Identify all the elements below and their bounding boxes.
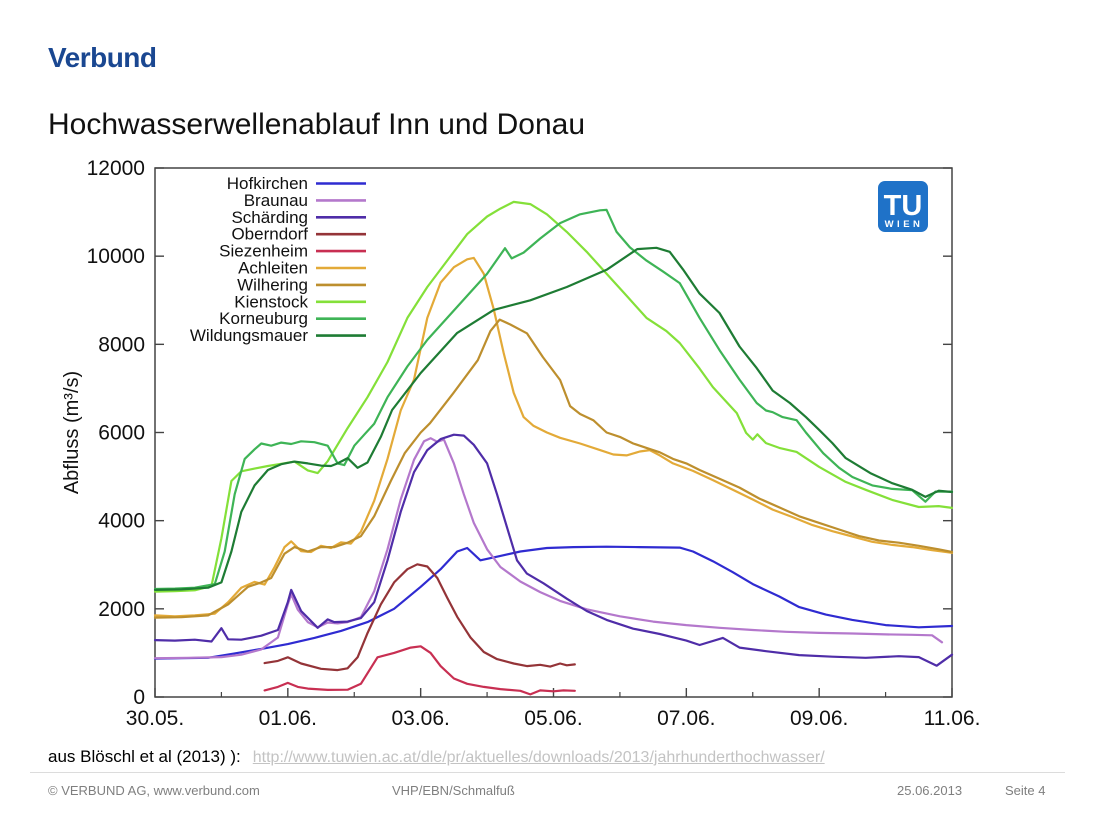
legend-item-schärding: Schärding bbox=[231, 208, 366, 227]
y-tick-label: 12000 bbox=[87, 157, 145, 180]
y-tick-label: 8000 bbox=[98, 333, 145, 356]
tu-wien-logo-wien: WIEN bbox=[885, 219, 924, 230]
x-tick-label: 07.06. bbox=[657, 707, 715, 730]
legend-item-braunau: Braunau bbox=[244, 191, 366, 210]
series-line-braunau bbox=[153, 437, 944, 660]
legend-label: Wilhering bbox=[237, 275, 308, 294]
x-tick-label: 11.06. bbox=[924, 707, 981, 730]
y-tick-label: 0 bbox=[133, 686, 145, 709]
series-line-korneuburg bbox=[153, 208, 954, 591]
x-tick-label: 03.06. bbox=[391, 707, 449, 730]
y-axis-label: Abfluss (m³/s) bbox=[61, 371, 83, 494]
series-line-oberndorf bbox=[263, 563, 576, 672]
legend-label: Wildungsmauer bbox=[190, 326, 308, 345]
series-line-schärding bbox=[153, 433, 954, 667]
legend-label: Hofkirchen bbox=[227, 174, 308, 193]
source-citation: aus Blöschl et al (2013) ): http://www.tu… bbox=[48, 747, 825, 767]
y-tick-label: 4000 bbox=[98, 510, 145, 533]
series-line-wildungsmauer bbox=[153, 246, 954, 592]
legend-label: Schärding bbox=[231, 208, 308, 227]
legend-label: Korneuburg bbox=[219, 309, 308, 328]
legend-item-siezenheim: Siezenheim bbox=[219, 242, 366, 261]
x-tick-label: 09.06. bbox=[790, 707, 848, 730]
legend-item-kienstock: Kienstock bbox=[234, 292, 366, 311]
footer-date: 25.06.2013 bbox=[897, 783, 963, 798]
y-tick-label: 6000 bbox=[98, 422, 145, 445]
legend-label: Achleiten bbox=[238, 259, 308, 278]
legend-label: Kienstock bbox=[234, 292, 308, 311]
legend-label: Oberndorf bbox=[231, 225, 308, 244]
tu-wien-logo-tu: TU bbox=[884, 190, 923, 222]
footer-department: VHP/EBN/Schmalfuß bbox=[392, 783, 515, 798]
legend-item-wildungsmauer: Wildungsmauer bbox=[190, 326, 366, 345]
footer-divider bbox=[30, 772, 1065, 773]
series-line-wilhering bbox=[153, 318, 954, 619]
legend-item-korneuburg: Korneuburg bbox=[219, 309, 366, 328]
legend-label: Braunau bbox=[244, 191, 308, 210]
y-tick-label: 10000 bbox=[87, 245, 145, 268]
source-link[interactable]: http://www.tuwien.ac.at/dle/pr/aktuelles… bbox=[252, 749, 825, 766]
legend-label: Siezenheim bbox=[219, 242, 308, 261]
x-tick-label: 05.06. bbox=[524, 707, 582, 730]
verbund-logo: Verbund bbox=[48, 42, 157, 73]
legend-item-hofkirchen: Hofkirchen bbox=[227, 174, 366, 193]
footer-copyright: © VERBUND AG, www.verbund.com bbox=[48, 783, 260, 798]
page-title: Hochwasserwellenablauf Inn und Donau bbox=[48, 108, 586, 141]
footer-page-number: Seite 4 bbox=[1005, 783, 1046, 798]
series-line-siezenheim bbox=[263, 645, 576, 696]
tu-wien-logo-box bbox=[878, 181, 928, 232]
x-tick-label: 01.06. bbox=[259, 707, 317, 730]
series-line-kienstock bbox=[153, 200, 954, 593]
y-tick-label: 2000 bbox=[98, 598, 145, 621]
source-citation-text: aus Blöschl et al (2013) ): bbox=[48, 747, 241, 766]
legend-item-wilhering: Wilhering bbox=[237, 275, 366, 294]
series-line-hofkirchen bbox=[153, 545, 954, 660]
legend-item-oberndorf: Oberndorf bbox=[231, 225, 366, 244]
x-tick-label: 30.05. bbox=[126, 707, 184, 730]
legend-item-achleiten: Achleiten bbox=[238, 259, 366, 278]
